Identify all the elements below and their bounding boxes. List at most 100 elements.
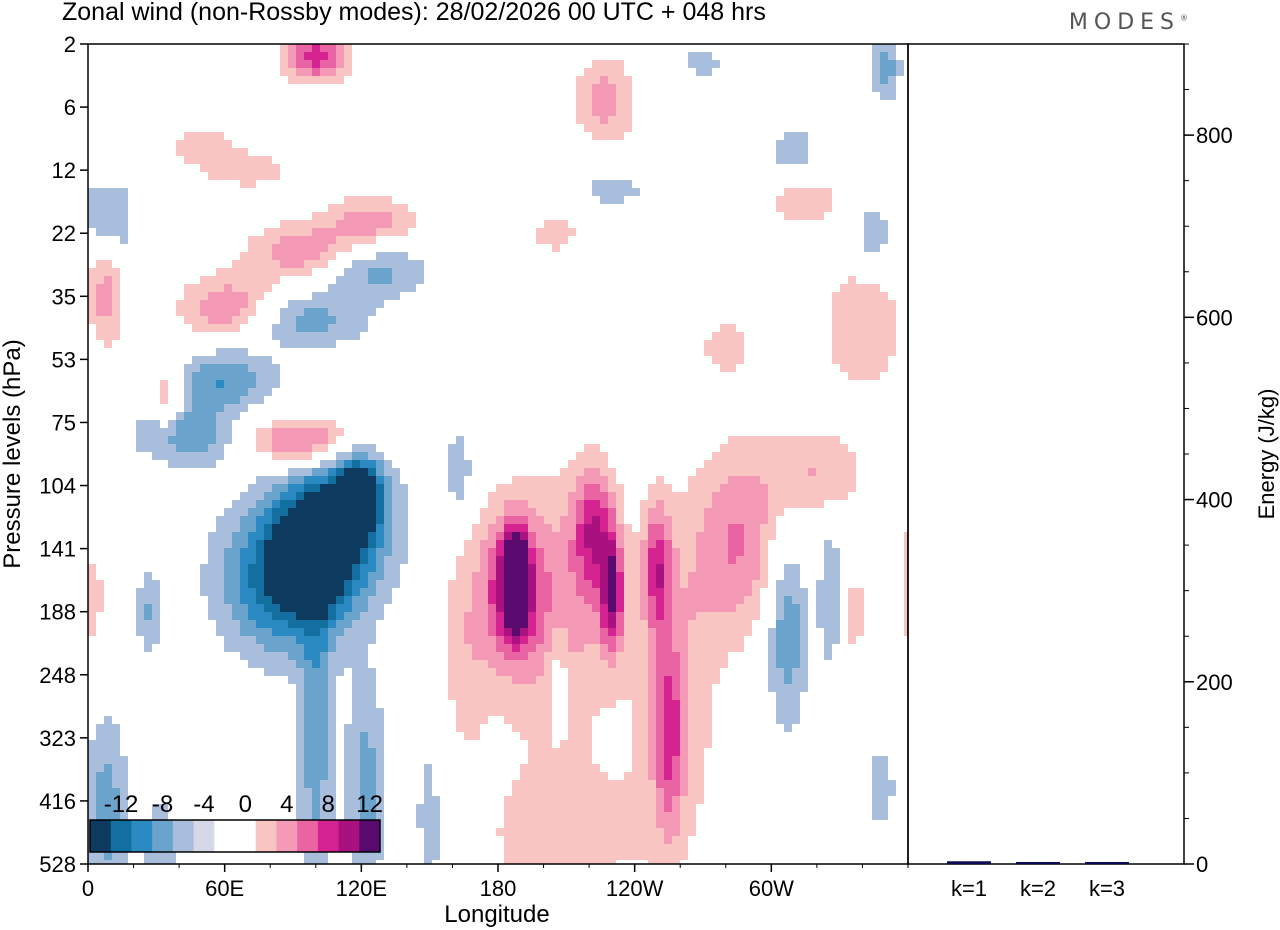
heatmap-cell	[536, 708, 544, 716]
heatmap-cell	[512, 852, 520, 860]
heatmap-cell	[528, 492, 536, 500]
heatmap-cell	[632, 692, 640, 700]
heatmap-cell	[560, 740, 568, 748]
heatmap-cell	[720, 364, 728, 372]
heatmap-cell	[840, 324, 848, 332]
heatmap-cell	[616, 524, 624, 532]
heatmap-cell	[304, 724, 312, 732]
heatmap-cell	[520, 804, 528, 812]
heatmap-cell	[232, 564, 240, 572]
heatmap-cell	[216, 420, 224, 428]
heatmap-cell	[296, 44, 304, 52]
heatmap-cell	[368, 620, 376, 628]
heatmap-cell	[744, 484, 752, 492]
heatmap-cell	[688, 548, 696, 556]
heatmap-cell	[616, 92, 624, 100]
heatmap-cell	[656, 684, 664, 692]
heatmap-cell	[776, 628, 784, 636]
heatmap-cell	[592, 804, 600, 812]
heatmap-cell	[752, 508, 760, 516]
heatmap-cell	[96, 220, 104, 228]
heatmap-cell	[800, 436, 808, 444]
heatmap-cell	[360, 508, 368, 516]
heatmap-cell	[296, 428, 304, 436]
heatmap-cell	[792, 596, 800, 604]
heatmap-cell	[664, 764, 672, 772]
heatmap-cell	[272, 636, 280, 644]
heatmap-cell	[656, 844, 664, 852]
heatmap-cell	[536, 852, 544, 860]
heatmap-cell	[448, 628, 456, 636]
heatmap-cell	[720, 492, 728, 500]
heatmap-cell	[264, 548, 272, 556]
heatmap-cell	[224, 532, 232, 540]
heatmap-cell	[344, 772, 352, 780]
heatmap-cell	[648, 660, 656, 668]
heatmap-cell	[800, 500, 808, 508]
heatmap-cell	[736, 572, 744, 580]
heatmap-cell	[776, 500, 784, 508]
heatmap-cell	[312, 236, 320, 244]
heatmap-cell	[368, 572, 376, 580]
heatmap-cell	[616, 540, 624, 548]
heatmap-cell	[224, 364, 232, 372]
heatmap-cell	[688, 780, 696, 788]
heatmap-cell	[824, 580, 832, 588]
heatmap-cell	[536, 756, 544, 764]
heatmap-cell	[240, 524, 248, 532]
heatmap-cell	[752, 460, 760, 468]
heatmap-cell	[360, 660, 368, 668]
heatmap-cell	[256, 620, 264, 628]
heatmap-cell	[592, 780, 600, 788]
heatmap-cell	[456, 476, 464, 484]
heatmap-cell	[608, 540, 616, 548]
heatmap-cell	[112, 300, 120, 308]
heatmap-cell	[304, 484, 312, 492]
heatmap-cell	[120, 852, 128, 860]
heatmap-cell	[352, 636, 360, 644]
heatmap-cell	[224, 548, 232, 556]
heatmap-cell	[352, 756, 360, 764]
heatmap-cell	[288, 324, 296, 332]
heatmap-cell	[248, 588, 256, 596]
heatmap-cell	[552, 508, 560, 516]
heatmap-cell	[792, 436, 800, 444]
heatmap-cell	[368, 228, 376, 236]
heatmap-cell	[256, 636, 264, 644]
heatmap-cell	[104, 340, 112, 348]
heatmap-cell	[496, 492, 504, 500]
heatmap-cell	[248, 612, 256, 620]
heatmap-cell	[608, 612, 616, 620]
heatmap-cell	[680, 780, 688, 788]
heatmap-cell	[696, 636, 704, 644]
heatmap-cell	[296, 804, 304, 812]
heatmap-cell	[392, 572, 400, 580]
heatmap-cell	[640, 820, 648, 828]
heatmap-cell	[360, 556, 368, 564]
heatmap-cell	[648, 676, 656, 684]
heatmap-cell	[784, 692, 792, 700]
heatmap-cell	[480, 548, 488, 556]
heatmap-cell	[152, 604, 160, 612]
heatmap-cell	[320, 740, 328, 748]
heatmap-cell	[312, 500, 320, 508]
heatmap-cell	[872, 212, 880, 220]
heatmap-cell	[200, 140, 208, 148]
heatmap-cell	[160, 388, 168, 396]
heatmap-cell	[584, 524, 592, 532]
heatmap-cell	[432, 836, 440, 844]
heatmap-cell	[784, 644, 792, 652]
heatmap-cell	[888, 788, 896, 796]
heatmap-cell	[360, 548, 368, 556]
heatmap-cell	[608, 820, 616, 828]
heatmap-cell	[320, 300, 328, 308]
heatmap-cell	[728, 356, 736, 364]
heatmap-cell	[120, 772, 128, 780]
heatmap-cell	[816, 188, 824, 196]
heatmap-cell	[880, 236, 888, 244]
heatmap-cell	[176, 300, 184, 308]
heatmap-cell	[200, 436, 208, 444]
heatmap-cell	[464, 572, 472, 580]
heatmap-cell	[592, 524, 600, 532]
heatmap-cell	[384, 524, 392, 532]
